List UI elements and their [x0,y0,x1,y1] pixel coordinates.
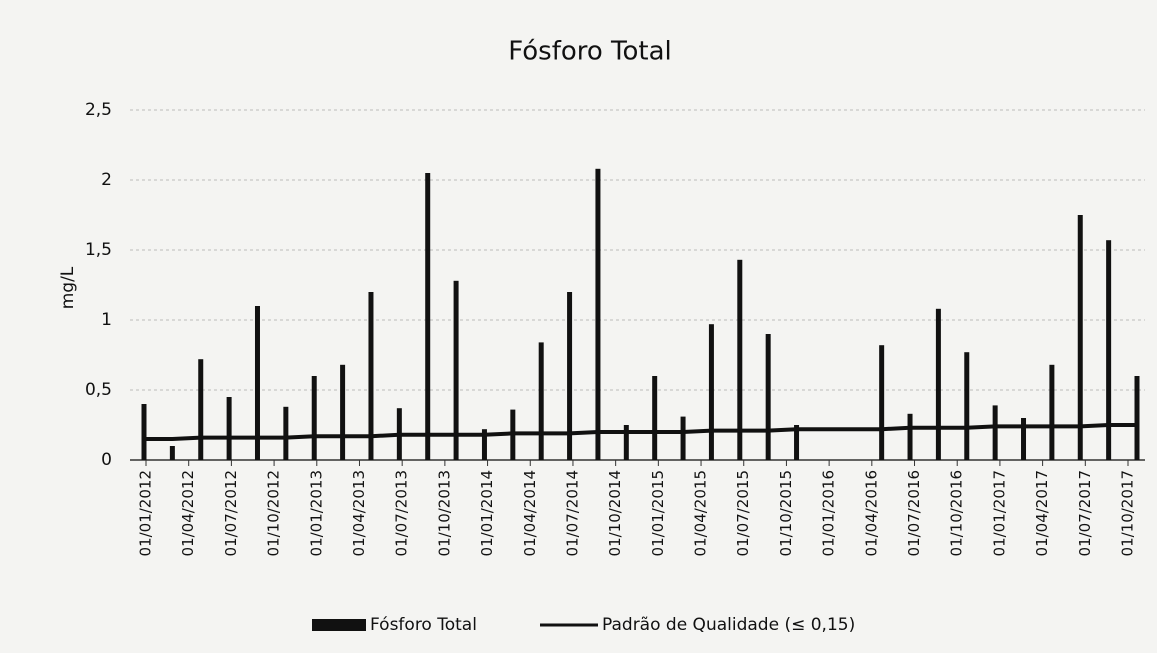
x-tick-label: 01/01/2012 [137,470,155,556]
bar [1106,240,1112,460]
x-tick-label: 01/07/2014 [563,470,581,556]
bar [623,425,629,460]
bar [340,364,346,460]
x-tick-label: 01/04/2015 [692,470,710,556]
bar [907,413,913,460]
legend-label: Padrão de Qualidade (≤ 0,15) [602,615,855,635]
x-tick-label: 01/10/2015 [777,470,795,556]
x-tick-label: 01/10/2012 [265,470,283,556]
bar [595,168,601,461]
x-tick-label: 01/07/2015 [734,470,752,556]
x-tick-label: 01/10/2014 [606,470,624,556]
bar [141,404,147,460]
y-tick-label: 1,5 [85,240,112,260]
bar [169,446,175,460]
x-tick-label: 01/04/2017 [1033,470,1051,556]
x-tick-label: 01/10/2013 [435,470,453,556]
x-tick-label: 01/01/2016 [820,470,838,556]
bar [226,397,232,460]
y-tick-label: 2,5 [85,100,112,120]
x-tick-label: 01/04/2012 [179,470,197,556]
x-tick-label: 01/01/2015 [649,470,667,556]
y-tick-label: 2 [101,170,112,190]
x-tick-label: 01/04/2013 [350,470,368,556]
bar [283,406,289,460]
bar [879,345,885,460]
bar [992,405,998,460]
x-tick-label: 01/07/2013 [393,470,411,556]
x-tick-label: 01/07/2016 [905,470,923,556]
bar [708,324,714,460]
bar [1021,418,1027,460]
x-tick-label: 01/10/2017 [1119,470,1137,556]
x-tick-label: 01/04/2014 [521,470,539,556]
x-tick-label: 01/01/2014 [478,470,496,556]
bar [567,292,573,460]
chart-title: Fósforo Total [508,37,672,67]
bar [425,173,431,460]
bar [680,416,686,460]
y-tick-label: 1 [101,310,112,330]
bar [538,342,544,460]
bar [481,429,487,460]
bar [737,259,743,460]
x-tick-label: 01/01/2017 [990,470,1008,556]
bar [765,334,771,460]
line [144,423,1137,441]
y-tick-label: 0,5 [85,380,112,400]
x-tick-label: 01/10/2016 [948,470,966,556]
y-axis-label: mg/L [58,266,78,309]
bar [453,280,459,460]
y-tick-label: 0 [101,450,112,470]
x-tick-label: 01/07/2017 [1076,470,1094,556]
bar [1077,215,1083,460]
bar [254,306,260,460]
bar [198,359,204,460]
bar [368,292,374,460]
bar [311,376,317,460]
x-tick-label: 01/04/2016 [862,470,880,556]
bar [652,376,658,460]
legend-swatch [312,619,366,631]
bar [935,308,941,460]
x-tick-label: 01/01/2013 [307,470,325,556]
bar [1134,376,1140,460]
bar [1049,364,1055,460]
bar [964,352,970,460]
bar [794,425,800,460]
x-tick-label: 01/07/2012 [222,470,240,556]
legend-label: Fósforo Total [370,615,477,635]
